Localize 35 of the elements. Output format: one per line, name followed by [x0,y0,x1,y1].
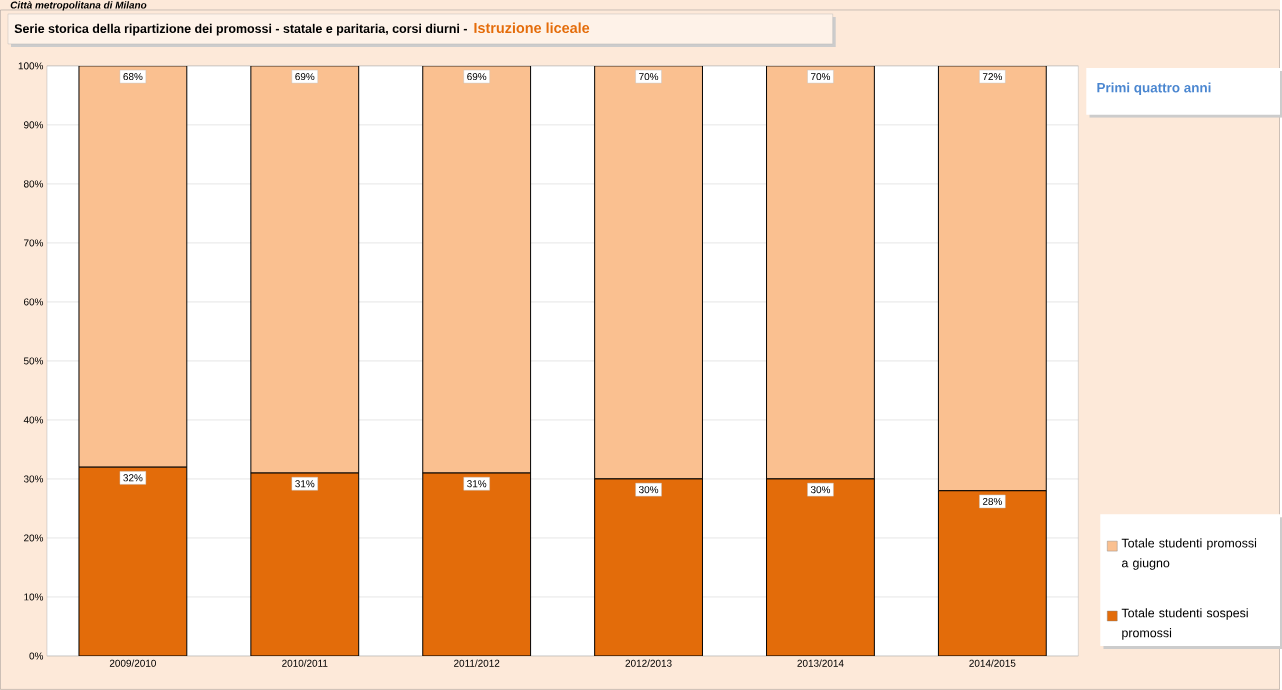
data-label: 30% [810,486,831,494]
data-label: 70% [639,73,659,81]
y-tick-label: 10% [24,593,44,601]
y-tick-label: 50% [23,357,44,365]
y-tick-label: 100% [18,62,44,70]
chart-subtitle: Istruzione liceale [474,22,590,34]
legend-label: Totale studenti sospesi promossi [1121,608,1248,640]
data-label: 30% [638,486,659,494]
x-tick-label: 2012/2013 [625,659,672,667]
y-tick-label: 80% [23,180,44,188]
x-tick-label: 2014/2015 [969,659,1016,667]
text: Primi quattro anni [1097,82,1211,96]
data-label: 70% [811,73,831,81]
y-tick-label: 20% [24,534,44,542]
data-label: 69% [295,73,315,81]
y-tick-label: 40% [23,416,44,424]
chart-title: Serie storica della ripartizione dei promossi - statale e paritaria, corsi diurni - [14,23,467,36]
text: Totale studenti promossi a giugno [1121,538,1257,570]
y-tick-label: 90% [23,121,44,129]
data-label: 32% [123,474,143,482]
data-label: 28% [982,497,1002,506]
data-label: 31% [467,480,487,488]
data-label: 72% [982,73,1002,81]
y-tick-label: 70% [24,239,44,247]
y-tick-label: 60% [24,298,44,306]
x-tick-label: 2010/2011 [282,659,328,667]
x-tick-label: 2011/2012 [454,659,500,667]
y-tick-label: 30% [23,475,44,483]
data-label: 31% [295,480,315,488]
data-label: 69% [467,73,487,81]
data-label: 68% [123,73,143,81]
y-tick-label: 0% [29,652,44,660]
x-tick-label: 2013/2014 [797,659,844,667]
text: Città metropolitana di Milano [10,1,147,11]
x-tick-label: 2009/2010 [109,659,156,667]
